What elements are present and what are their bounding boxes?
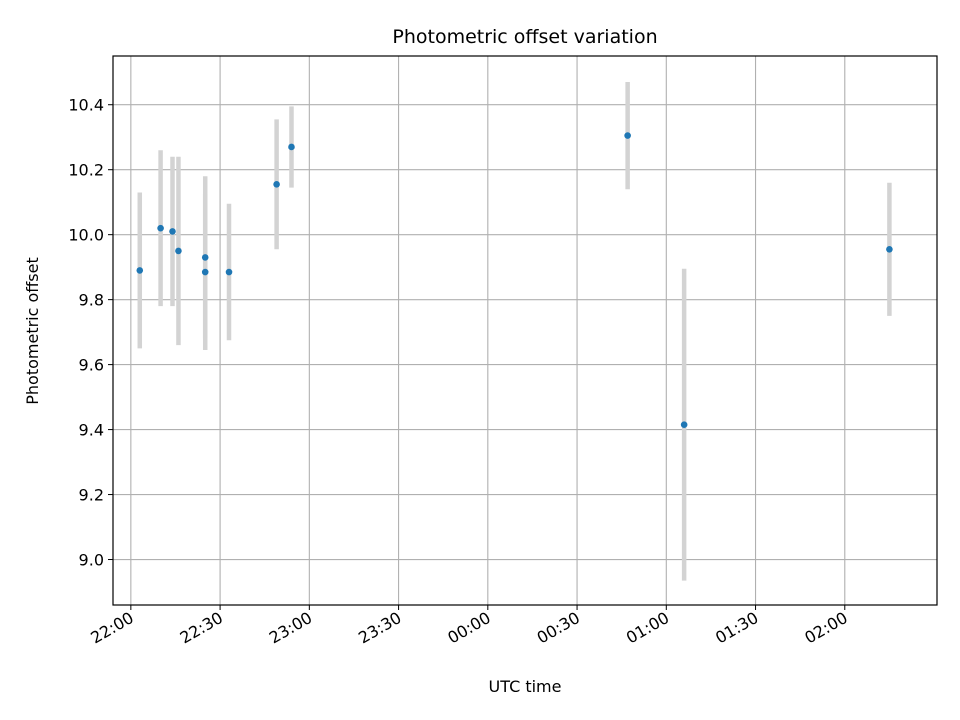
- x-axis-label: UTC time: [489, 677, 562, 696]
- x-tick-label: 23:30: [355, 608, 404, 648]
- grid: [113, 56, 937, 605]
- y-tick-label: 9.6: [79, 356, 104, 375]
- x-tick-label: 22:00: [87, 608, 136, 648]
- x-axis-ticks: 22:00 22:30 23:00 23:30 00:00 00:30 01:00 01:30…: [87, 605, 851, 648]
- data-point: [624, 132, 631, 139]
- y-axis-label: Photometric offset: [23, 257, 42, 405]
- y-tick-label: 10.0: [68, 226, 104, 245]
- error-bars: [137, 81, 892, 581]
- y-tick-label: 9.0: [79, 551, 104, 570]
- data-point: [136, 267, 144, 274]
- data-point: [288, 143, 295, 151]
- y-tick-label: 10.2: [68, 161, 104, 180]
- x-tick-label: 00:30: [534, 608, 583, 648]
- x-tick-label: 02:00: [801, 608, 850, 648]
- data-point: [201, 254, 209, 261]
- data-point: [680, 421, 688, 429]
- plot-frame: [112, 55, 938, 606]
- data-point: [157, 224, 164, 232]
- x-tick-label: 00:00: [444, 608, 493, 648]
- y-tick-label: 9.4: [79, 421, 104, 440]
- y-axis-ticks: 9.0 9.2 9.4 9.6 9.8 10.0 10.2 10.4: [68, 96, 113, 570]
- data-point: [886, 245, 893, 253]
- x-tick-label: 01:30: [712, 608, 761, 648]
- chart-title: Photometric offset variation: [392, 26, 657, 48]
- data-point: [273, 181, 280, 188]
- y-tick-label: 10.4: [68, 96, 104, 115]
- y-tick-label: 9.8: [79, 291, 104, 310]
- x-tick-label: 22:30: [177, 608, 226, 648]
- y-tick-label: 9.2: [79, 486, 104, 505]
- x-tick-label: 01:00: [623, 608, 672, 648]
- x-tick-label: 23:00: [266, 608, 315, 648]
- data-point: [175, 247, 182, 255]
- data-point: [169, 228, 176, 235]
- data-point: [225, 268, 233, 276]
- data-points: [136, 132, 893, 429]
- data-point: [201, 268, 209, 276]
